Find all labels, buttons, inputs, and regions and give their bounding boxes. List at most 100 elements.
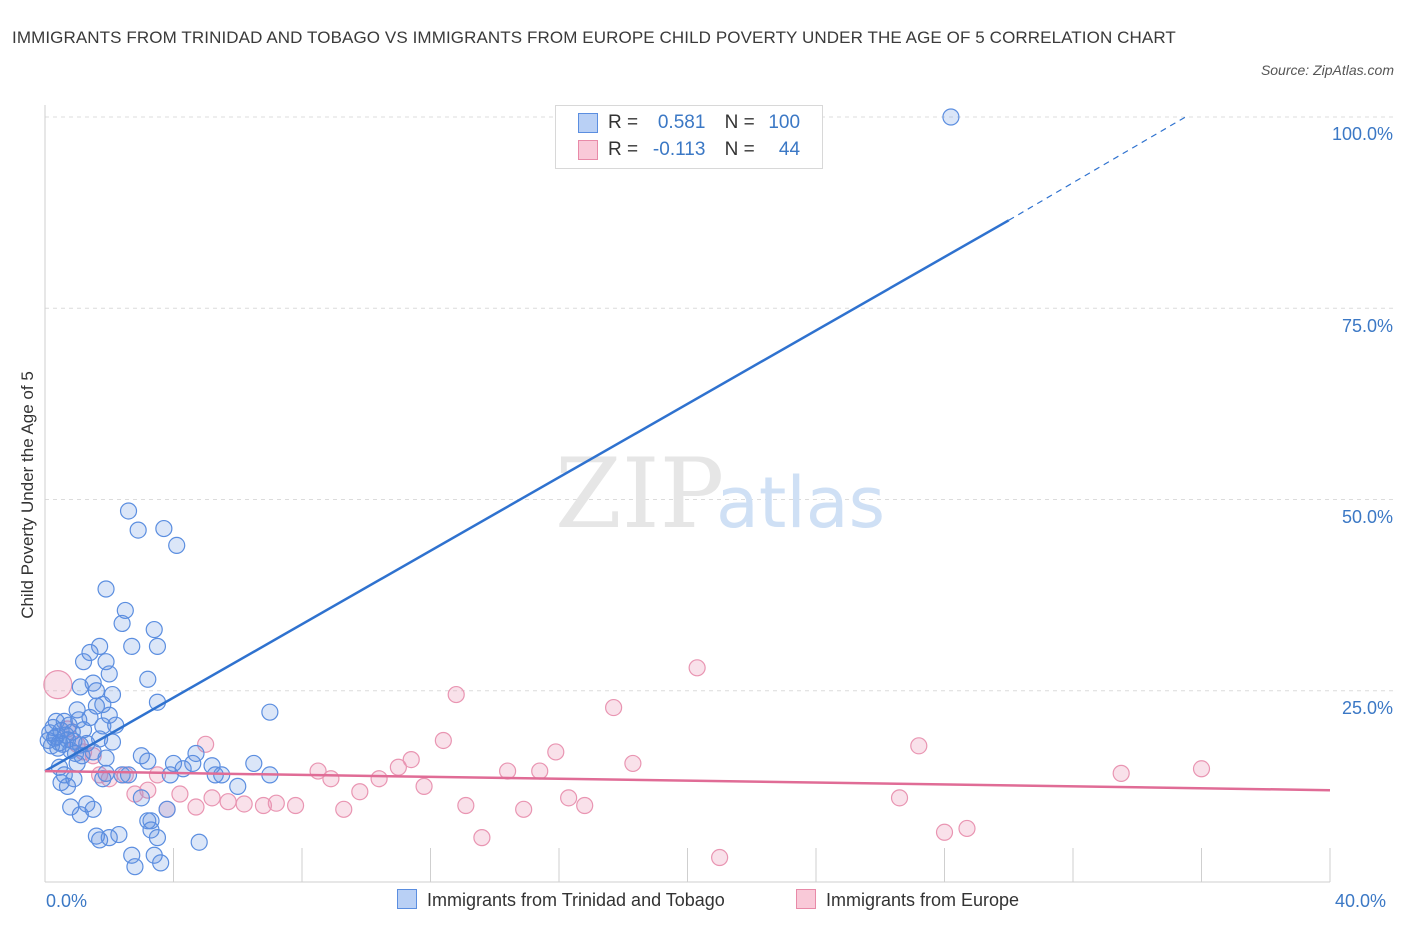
europe-point: [370, 770, 388, 788]
europe-point: [473, 829, 491, 847]
legend-n-label: N =: [724, 112, 755, 133]
europe-point: [335, 800, 353, 818]
europe-point: [547, 743, 565, 761]
legend-r-value: -0.113: [652, 139, 706, 160]
x-tick-label-min: 0.0%: [46, 891, 88, 911]
europe-point: [254, 796, 273, 815]
trinidad-point: [168, 536, 186, 555]
europe-point: [958, 819, 976, 838]
stats-legend: R = 0.581 N = 100 R = -0.113 N = 44: [555, 105, 823, 169]
europe-point: [910, 737, 928, 755]
trinidad-point: [187, 744, 205, 763]
trinidad-point: [71, 806, 89, 824]
trinidad-point: [74, 653, 93, 671]
trinidad-trend-extension: [1008, 116, 1186, 221]
trinidad-point: [87, 697, 106, 715]
europe-point: [148, 766, 167, 784]
legend-r-label: R =: [608, 112, 639, 133]
bottom-legend-europe: Immigrants from Europe: [796, 889, 1020, 911]
europe-point: [434, 731, 452, 750]
trinidad-point: [942, 108, 960, 126]
europe-point: [576, 796, 594, 815]
source-label: Source: ZipAtlas.com: [1260, 62, 1394, 78]
europe-point: [100, 770, 118, 788]
watermark-zip: ZIP: [555, 438, 724, 550]
legend-r-value: 0.581: [657, 112, 706, 133]
trinidad-point: [68, 754, 86, 773]
europe-point: [235, 795, 253, 813]
trinidad-point: [145, 620, 163, 639]
x-tick-label-max: 40.0%: [1335, 891, 1387, 911]
europe-point: [711, 848, 729, 867]
legend-row-trinidad: R = 0.581 N = 100: [578, 112, 800, 138]
trinidad-point: [164, 754, 183, 773]
trinidad-point: [155, 519, 173, 538]
europe-point: [402, 750, 420, 769]
trinidad-point: [113, 766, 131, 784]
europe-point: [322, 770, 340, 788]
europe-point: [457, 796, 475, 815]
trinidad-point: [100, 706, 118, 724]
trinidad-point: [148, 829, 167, 847]
europe-point: [890, 789, 909, 807]
trinidad-point: [97, 580, 115, 598]
europe-point: [531, 762, 549, 780]
y-tick-label-25: 25.0%: [1341, 698, 1393, 718]
trinidad-point: [139, 670, 157, 688]
trinidad-point: [142, 812, 160, 830]
europe-point: [560, 789, 578, 807]
trinidad-point: [65, 770, 83, 788]
europe-point: [219, 793, 237, 811]
bottom-legend-label: Immigrants from Europe: [826, 890, 1020, 910]
trinidad-trend-line: [44, 219, 1010, 773]
legend-n-value: 44: [778, 139, 801, 160]
europe-point: [267, 794, 285, 812]
europe-point: [624, 754, 642, 773]
legend-swatch-pink: [578, 139, 598, 160]
trinidad-point: [139, 752, 157, 770]
europe-point: [351, 783, 369, 801]
trinidad-point: [184, 754, 202, 773]
watermark-atlas: atlas: [716, 462, 885, 544]
trinidad-point: [100, 829, 118, 847]
europe-point: [688, 659, 706, 677]
europe-point: [171, 785, 189, 803]
europe-point: [286, 796, 305, 815]
trinidad-point: [87, 682, 106, 700]
trinidad-point: [110, 825, 128, 844]
bottom-legend-swatch-pink: [796, 889, 816, 910]
y-tick-label-50: 50.0%: [1341, 507, 1393, 527]
europe-trend-line: [44, 769, 1331, 792]
trinidad-point: [129, 521, 147, 539]
trinidad-point: [94, 717, 112, 735]
legend-n-label: N =: [724, 139, 755, 160]
trinidad-point: [132, 789, 150, 807]
trinidad-point: [158, 800, 176, 818]
trinidad-point: [113, 614, 131, 633]
y-tick-label-75: 75.0%: [1341, 316, 1393, 336]
chart-title: IMMIGRANTS FROM TRINIDAD AND TOBAGO VS I…: [12, 28, 1176, 47]
trinidad-point: [190, 833, 208, 851]
europe-point: [515, 800, 533, 818]
europe-point: [605, 698, 623, 717]
bottom-legend-trinidad: Immigrants from Trinidad and Tobago: [397, 889, 725, 911]
europe-point: [187, 798, 205, 816]
trinidad-point: [103, 685, 122, 704]
trinidad-point: [152, 854, 170, 872]
trinidad-point: [119, 766, 138, 784]
trinidad-point: [229, 777, 247, 795]
trinidad-point: [148, 637, 167, 655]
europe-point: [447, 685, 465, 704]
trinidad-point: [100, 665, 118, 683]
europe-point: [1192, 760, 1211, 778]
legend-n-value: 100: [768, 112, 801, 133]
trinidad-point: [123, 637, 141, 655]
trinidad-point: [245, 754, 263, 773]
legend-row-europe: R = -0.113 N = 44: [578, 139, 800, 165]
legend-r-label: R =: [608, 139, 639, 160]
bottom-legend-label: Immigrants from Trinidad and Tobago: [427, 890, 725, 910]
trinidad-point: [47, 712, 65, 730]
y-tick-label-100: 100.0%: [1331, 124, 1393, 144]
trinidad-point: [84, 800, 102, 818]
trinidad-point: [97, 749, 115, 767]
